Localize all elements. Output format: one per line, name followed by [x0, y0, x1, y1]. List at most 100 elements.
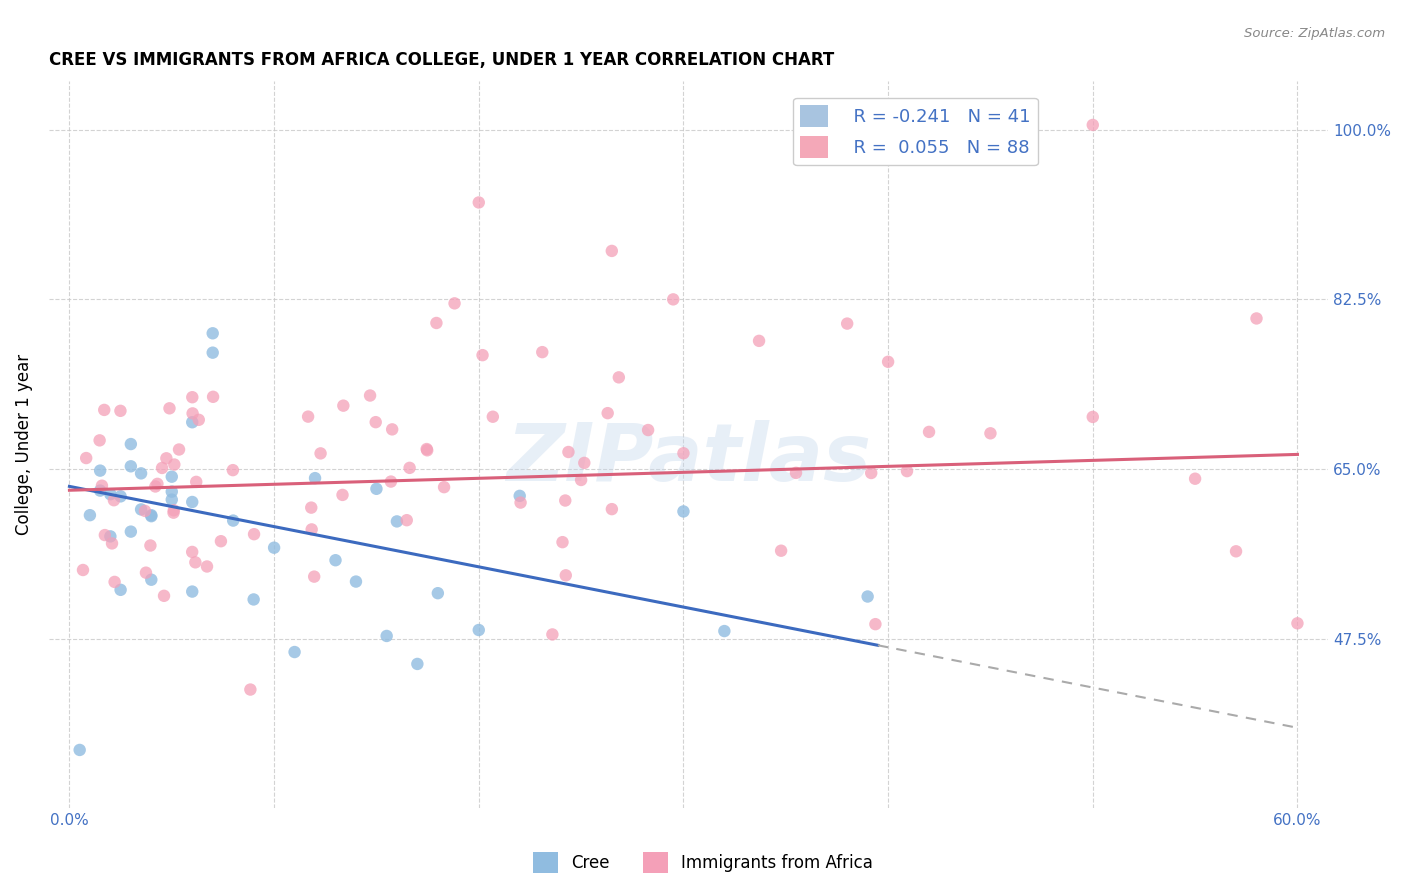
Point: [380, 475, 402, 489]
Point: [865, 617, 887, 632]
Point: [90, 479, 112, 493]
Point: [135, 566, 157, 580]
Point: [359, 388, 381, 402]
Point: [89, 483, 111, 498]
Point: [93, 403, 115, 417]
Point: [425, 316, 447, 330]
Text: ZIPatlas: ZIPatlas: [506, 420, 872, 499]
Point: [569, 473, 592, 487]
Point: [69, 743, 91, 757]
Point: [160, 469, 183, 483]
Point: [785, 466, 807, 480]
Point: [163, 503, 186, 517]
Point: [120, 437, 142, 451]
Point: [184, 555, 207, 569]
Point: [201, 326, 224, 341]
Point: [89, 434, 111, 448]
Point: [94, 528, 117, 542]
Point: [600, 502, 623, 516]
Point: [160, 492, 183, 507]
Point: [856, 590, 879, 604]
Point: [141, 573, 163, 587]
Point: [162, 506, 184, 520]
Point: [426, 586, 449, 600]
Point: [344, 574, 367, 589]
Point: [637, 423, 659, 437]
Point: [302, 569, 325, 583]
Point: [120, 459, 142, 474]
Y-axis label: College, Under 1 year: College, Under 1 year: [15, 354, 32, 535]
Point: [160, 484, 183, 499]
Point: [596, 406, 619, 420]
Point: [186, 475, 208, 489]
Point: [202, 390, 225, 404]
Point: [222, 463, 245, 477]
Point: [531, 345, 554, 359]
Point: [101, 536, 124, 550]
Point: [153, 589, 176, 603]
Point: [607, 370, 630, 384]
Point: [574, 456, 596, 470]
Point: [222, 514, 245, 528]
Point: [209, 534, 232, 549]
Point: [554, 493, 576, 508]
Point: [134, 504, 156, 518]
Point: [163, 458, 186, 472]
Point: [600, 244, 623, 258]
Point: [395, 513, 418, 527]
Point: [433, 480, 456, 494]
Point: [375, 629, 398, 643]
Point: [471, 348, 494, 362]
Point: [406, 657, 429, 671]
Point: [284, 645, 307, 659]
Point: [181, 584, 204, 599]
Point: [770, 543, 793, 558]
Point: [110, 404, 132, 418]
Point: [837, 317, 859, 331]
Point: [332, 399, 354, 413]
Point: [150, 461, 173, 475]
Point: [1246, 311, 1268, 326]
Point: [129, 502, 152, 516]
Point: [877, 355, 900, 369]
Point: [141, 508, 163, 523]
Point: [415, 442, 437, 456]
Point: [509, 495, 531, 509]
Point: [366, 482, 388, 496]
Point: [416, 443, 439, 458]
Point: [242, 592, 264, 607]
Point: [1081, 118, 1104, 132]
Point: [100, 487, 122, 501]
Point: [100, 529, 122, 543]
Point: [299, 500, 322, 515]
Point: [181, 406, 204, 420]
Point: [103, 493, 125, 508]
Text: CREE VS IMMIGRANTS FROM AFRICA COLLEGE, UNDER 1 YEAR CORRELATION CHART: CREE VS IMMIGRANTS FROM AFRICA COLLEGE, …: [49, 51, 834, 69]
Point: [468, 195, 491, 210]
Point: [385, 515, 408, 529]
Point: [263, 541, 285, 555]
Point: [159, 401, 181, 416]
Legend: Cree, Immigrants from Africa: Cree, Immigrants from Africa: [526, 846, 880, 880]
Point: [1286, 616, 1309, 631]
Point: [1225, 544, 1247, 558]
Point: [146, 476, 169, 491]
Point: [398, 460, 420, 475]
Point: [301, 523, 323, 537]
Point: [309, 446, 332, 460]
Point: [662, 293, 685, 307]
Point: [325, 553, 347, 567]
Point: [713, 624, 735, 638]
Point: [304, 471, 326, 485]
Point: [195, 559, 218, 574]
Point: [120, 524, 142, 539]
Point: [541, 627, 564, 641]
Point: [187, 413, 209, 427]
Point: [468, 623, 491, 637]
Point: [243, 527, 266, 541]
Point: [979, 426, 1001, 441]
Point: [181, 415, 204, 429]
Point: [860, 466, 883, 480]
Point: [557, 445, 579, 459]
Point: [79, 508, 101, 523]
